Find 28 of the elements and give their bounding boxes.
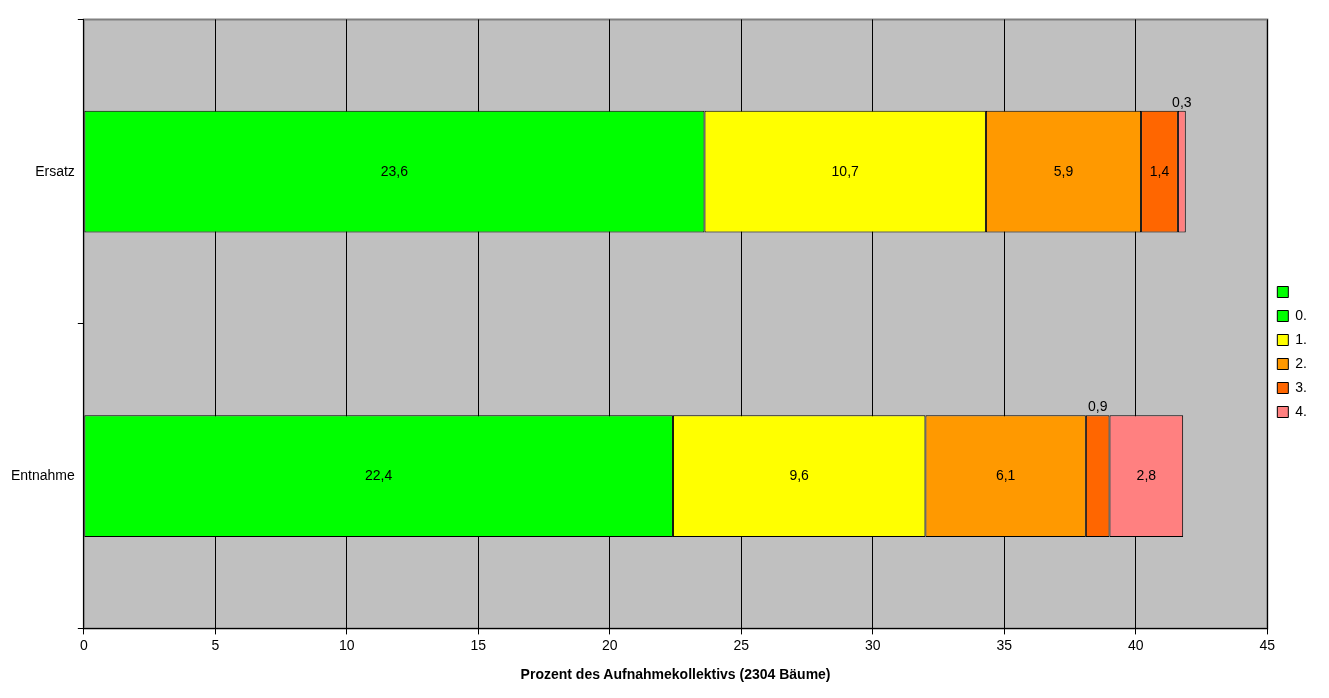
x-axis-title: Prozent des Aufnahmekollektivs (2304 Bäume) — [520, 666, 831, 683]
x-tick-label: 20 — [602, 636, 618, 653]
data-label: 5,9 — [1053, 162, 1074, 179]
x-tick-label: 15 — [470, 636, 487, 653]
x-tick-label: 40 — [1128, 636, 1144, 653]
data-label: 6,1 — [995, 467, 1016, 484]
data-label: 0,9 — [1087, 398, 1108, 415]
data-label: 10,7 — [831, 162, 860, 179]
data-label: 2,8 — [1136, 467, 1157, 484]
data-label: 0,3 — [1172, 93, 1192, 110]
legend-label: 4. — [1295, 402, 1308, 419]
y-tick-label: Ersatz — [35, 162, 75, 179]
data-label: 1,4 — [1149, 162, 1170, 179]
legend-label: 2. — [1295, 354, 1308, 371]
x-tick-label: 5 — [211, 636, 220, 653]
x-tick-label: 0 — [79, 636, 88, 653]
x-tick-label: 45 — [1259, 636, 1276, 653]
x-tick-label: 35 — [996, 636, 1013, 653]
data-label: 23,6 — [380, 162, 409, 179]
x-tick-label: 10 — [339, 636, 355, 653]
legend-label: 0. — [1295, 306, 1308, 323]
x-tick-label: 25 — [733, 636, 750, 653]
legend-label: 3. — [1295, 378, 1308, 395]
x-tick-label: 30 — [865, 636, 881, 653]
y-tick-label: Entnahme — [10, 467, 76, 484]
data-label: 9,6 — [789, 467, 810, 484]
data-label: 22,4 — [365, 467, 393, 484]
legend-label: 1. — [1295, 330, 1308, 347]
